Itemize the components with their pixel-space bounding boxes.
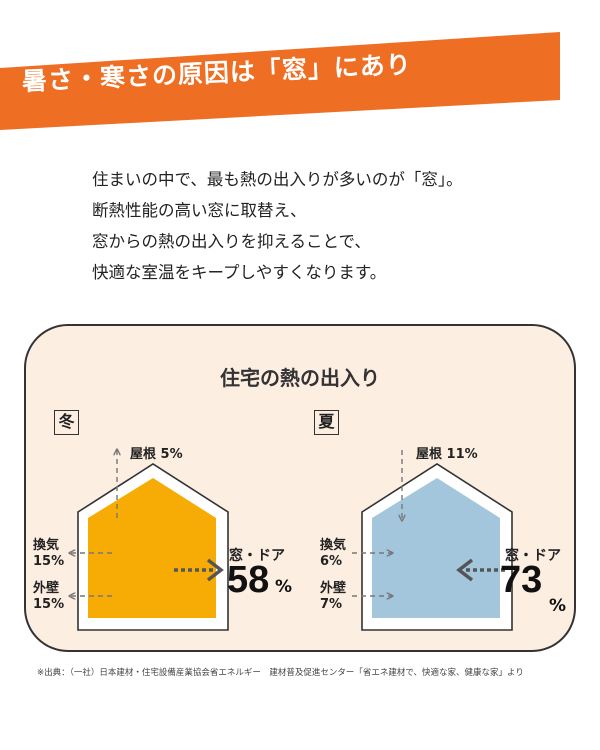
intro-line: 窓からの熱の出入りを抑えることで、 [92,232,371,251]
intro-line: 快適な室温をキープしやすくなります。 [92,263,387,282]
winter-wall-label: 外壁 [33,581,60,596]
source-footnote: ※出典：（一社）日本建材・住宅設備産業協会省エネルギー 建材普及促進センター「省… [37,668,524,678]
winter-wall-value: 15% [33,597,65,612]
summer-window-value: 73 [500,559,543,601]
summer-roof-label: 屋根 11% [416,447,478,462]
summer-vent-label: 換気 [320,538,347,553]
intro-text: 住まいの中で、最も熱の出入りが多いのが「窓」。 断熱性能の高い窓に取替え、 窓か… [92,164,552,288]
panel-title: 住宅の熱の出入り [220,366,380,390]
summer-window-label: 窓・ドア [505,548,561,564]
summer-window-unit: % [549,596,567,616]
winter-window-value: 58 [227,559,270,601]
title-banner [0,32,560,130]
winter-roof-label: 屋根 5% [130,447,183,462]
summer-label: 夏 [314,410,339,435]
winter-window-unit: % [275,577,293,597]
summer-house [361,463,513,631]
winter-label: 冬 [54,410,79,435]
winter-window-arrow [174,558,224,582]
winter-window-label: 窓・ドア [229,548,285,564]
winter-vent-label: 換気 [33,538,60,553]
summer-vent-value: 6% [320,554,343,569]
summer-wall-label: 外壁 [320,581,347,596]
winter-house [77,463,229,631]
summer-wall-value: 7% [320,597,343,612]
winter-vent-value: 15% [33,554,65,569]
intro-line: 断熱性能の高い窓に取替え、 [92,201,307,220]
intro-line: 住まいの中で、最も熱の出入りが多いのが「窓」。 [92,170,463,189]
summer-window-arrow [456,558,505,582]
